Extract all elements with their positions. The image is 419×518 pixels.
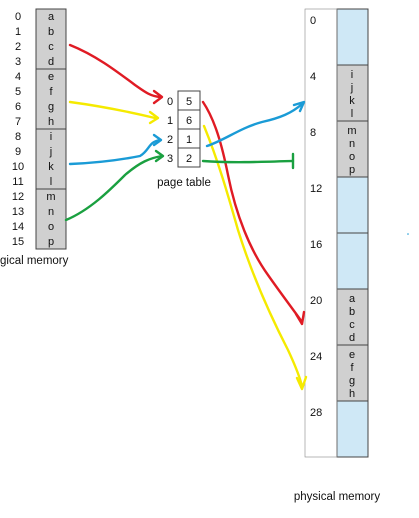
physical-address: 16 [310, 239, 322, 251]
logical-data: a [48, 11, 55, 23]
logical-address: 15 [12, 236, 24, 248]
logical-address: 14 [12, 221, 24, 233]
physical-data: j [350, 82, 353, 94]
blue-mapping-arrow [205, 102, 304, 148]
page-table-index: 1 [167, 115, 173, 127]
page-table-frame: 2 [186, 153, 192, 165]
logical-address: 5 [15, 86, 21, 98]
physical-data: d [349, 332, 355, 344]
physical-address: 20 [310, 295, 322, 307]
logical-data: m [46, 191, 55, 203]
page-table-frame: 5 [186, 96, 192, 108]
logical-data: h [48, 116, 54, 128]
page-table-index: 3 [167, 153, 173, 165]
logical-address: 12 [12, 191, 24, 203]
physical-data: e [349, 349, 355, 361]
blue-arrowhead [292, 100, 306, 113]
physical-data: n [349, 138, 355, 150]
red-mapping-arrow [68, 43, 162, 99]
yellow-arrowhead [148, 110, 160, 125]
blue-mapping-arrow [68, 138, 162, 166]
logical-data: i [50, 131, 52, 143]
logical-address: 1 [15, 26, 21, 38]
physical-address-column [304, 8, 338, 458]
logical-address: 6 [15, 101, 21, 113]
physical-address: 28 [310, 407, 322, 419]
green-arrowhead [154, 149, 165, 163]
logical-memory-caption: gical memory [0, 255, 69, 267]
red-arrowhead [152, 89, 164, 105]
logical-data: e [48, 71, 54, 83]
logical-address: 4 [15, 71, 21, 83]
logical-data: f [49, 86, 53, 98]
yellow-mapping-arrow [68, 100, 157, 120]
logical-data: d [48, 56, 54, 68]
physical-address: 24 [310, 351, 322, 363]
page-table-caption: page table [157, 177, 211, 189]
stray-dot [407, 233, 409, 235]
logical-data: p [48, 236, 54, 248]
logical-address: 11 [12, 176, 23, 188]
green-mapping-arrow [64, 154, 164, 222]
red-arrowhead [294, 310, 306, 326]
physical-data: i [351, 69, 353, 81]
logical-address: 0 [15, 11, 21, 23]
logical-address: 3 [15, 56, 21, 68]
green-mapping-arrow [201, 159, 295, 164]
physical-data: p [349, 164, 355, 176]
logical-data: o [48, 221, 54, 233]
physical-address: 12 [310, 183, 322, 195]
physical-data: g [349, 375, 355, 387]
physical-data: b [349, 306, 355, 318]
logical-data: c [48, 41, 54, 53]
yellow-arrowhead [295, 375, 308, 391]
physical-data: o [349, 151, 355, 163]
physical-data: c [349, 319, 355, 331]
page-table-index: 2 [167, 134, 173, 146]
logical-address: 8 [15, 131, 21, 143]
logical-data: n [48, 206, 54, 218]
logical-data: b [48, 26, 54, 38]
physical-data: a [349, 293, 356, 305]
physical-data: h [349, 388, 355, 400]
logical-memory: 0 1 2 3 4 5 6 7 8 9 10 11 12 13 14 15 a … [0, 8, 69, 267]
logical-data: k [48, 161, 54, 173]
page-table: 0 1 2 3 5 6 1 2 page table [157, 90, 211, 189]
physical-memory-caption: physical memory [294, 491, 381, 503]
physical-address: 4 [310, 71, 316, 83]
logical-address: 13 [12, 206, 24, 218]
page-table-frame: 6 [186, 115, 192, 127]
page-table-index: 0 [167, 96, 173, 108]
blue-arrowhead [152, 133, 163, 147]
logical-data: l [50, 176, 52, 188]
yellow-mapping-arrow [202, 124, 304, 388]
physical-data: m [347, 125, 356, 137]
physical-memory: 0 4 8 12 16 20 24 28 i j k l m n o p a b… [294, 8, 381, 503]
physical-address: 8 [310, 127, 316, 139]
physical-data: l [351, 108, 353, 120]
logical-address: 2 [15, 41, 21, 53]
physical-data: f [350, 362, 354, 374]
page-table-frame: 1 [186, 134, 192, 146]
logical-address: 7 [15, 116, 21, 128]
red-mapping-arrow [201, 100, 304, 324]
logical-data: g [48, 101, 54, 113]
logical-address: 9 [15, 146, 21, 158]
logical-data: j [49, 146, 52, 158]
physical-address: 0 [310, 15, 316, 27]
logical-address: 10 [12, 161, 24, 173]
physical-data: k [349, 95, 355, 107]
